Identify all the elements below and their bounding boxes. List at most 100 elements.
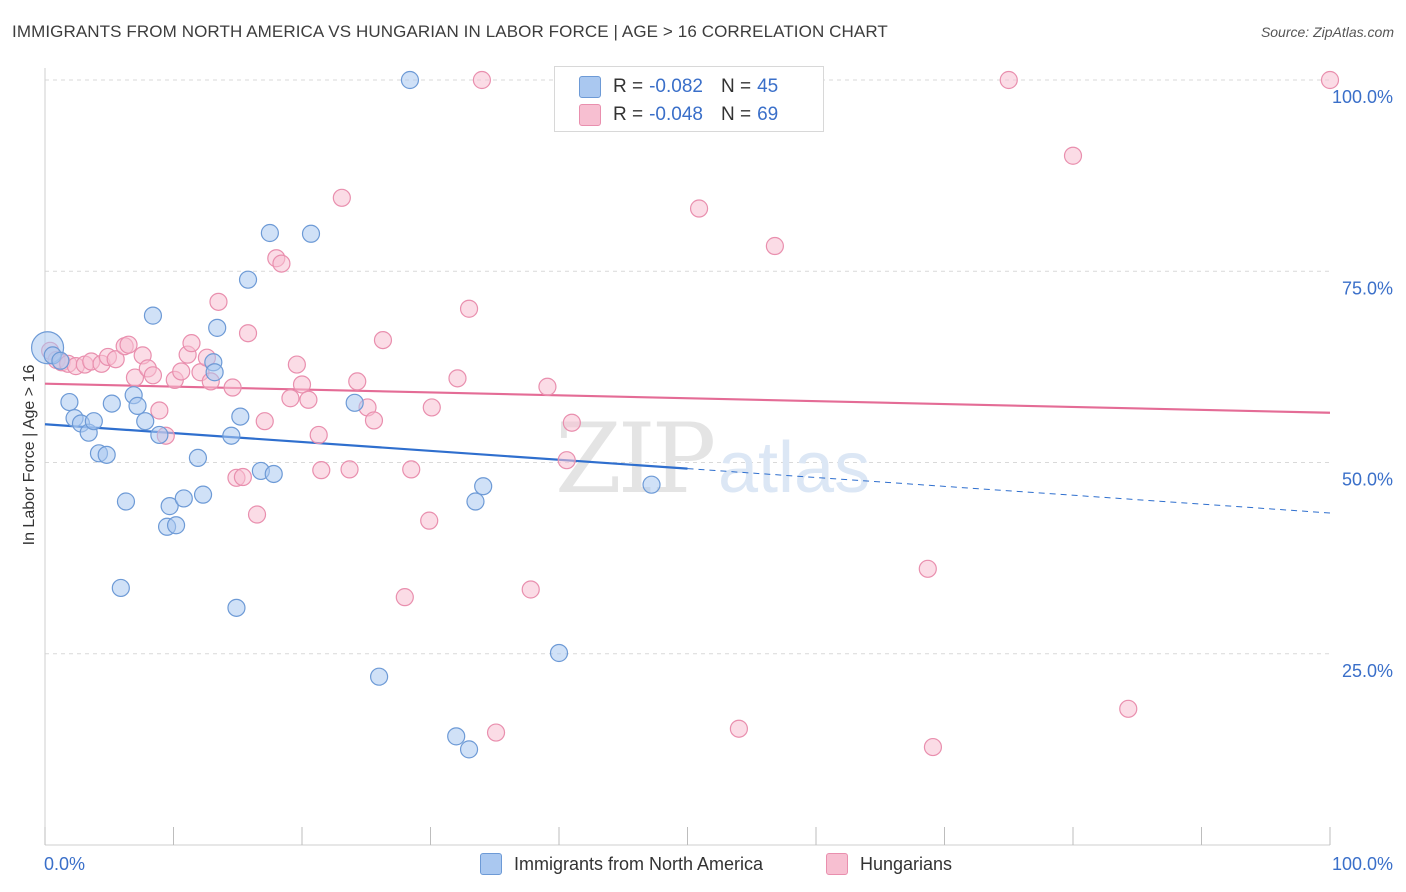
point-hungarians (420, 511, 439, 530)
point-hungarians (299, 390, 318, 409)
point-immigrants (166, 516, 186, 535)
axes (44, 68, 1331, 846)
x-tick-label-max: 100.0% (1332, 854, 1393, 874)
source-label: Source: ZipAtlas.com (1260, 24, 1394, 40)
point-hungarians (395, 588, 414, 607)
legend-item-series2[interactable]: Hungarians (826, 850, 952, 878)
point-hungarians (422, 398, 441, 417)
point-immigrants (160, 497, 179, 516)
point-hungarians (209, 292, 228, 311)
y-tick-label: 50.0% (1342, 470, 1393, 490)
grid-lines (45, 79, 1330, 655)
point-hungarians (238, 324, 258, 343)
point-hungarians (486, 723, 506, 742)
point-immigrants (260, 223, 279, 243)
point-immigrants (128, 396, 147, 415)
r-label: R = (613, 104, 644, 125)
legend-swatch-pink (826, 853, 848, 875)
point-hungarians (150, 401, 169, 420)
stats-row-series1: R = -0.082 N = 45 (579, 73, 778, 101)
y-tick-label: 25.0% (1342, 661, 1393, 681)
point-hungarians (1063, 146, 1083, 165)
x-tick-labels: 0.0% 100.0% (44, 854, 1393, 874)
point-hungarians (918, 559, 937, 578)
point-hungarians (143, 366, 163, 385)
point-immigrants (549, 643, 569, 663)
point-hungarians (119, 335, 138, 354)
chart-title: IMMIGRANTS FROM NORTH AMERICA VS HUNGARI… (12, 22, 888, 41)
point-hungarians (332, 188, 351, 207)
x-tick-label-min: 0.0% (44, 854, 85, 874)
point-immigrants (474, 477, 493, 496)
point-immigrants (116, 492, 136, 511)
stats-box: R = -0.082 N = 45 R = -0.048 N = 69 (554, 66, 824, 132)
point-hungarians (292, 375, 312, 394)
point-immigrants (400, 70, 420, 90)
r-value: -0.048 (649, 104, 703, 125)
point-immigrants (84, 412, 103, 431)
point-hungarians (106, 350, 125, 369)
point-hungarians (402, 460, 421, 479)
point-hungarians (272, 254, 291, 273)
point-hungarians (255, 412, 274, 431)
point-immigrants (136, 412, 155, 431)
point-hungarians (1320, 70, 1340, 90)
point-hungarians (562, 413, 581, 432)
point-immigrants (227, 598, 246, 617)
n-value: 69 (757, 104, 779, 125)
stats-row-series2: R = -0.048 N = 69 (579, 101, 778, 129)
point-immigrants (111, 578, 130, 598)
r-value: -0.082 (649, 76, 703, 97)
r-label: R = (613, 76, 644, 97)
legend-label-series2: Hungarians (860, 853, 953, 874)
point-immigrants (301, 224, 321, 243)
point-immigrants (370, 667, 389, 686)
point-immigrants (208, 318, 227, 337)
point-immigrants (97, 445, 116, 464)
point-hungarians (233, 467, 252, 487)
point-hungarians (182, 334, 201, 353)
point-immigrants (60, 392, 79, 412)
point-hungarians (312, 461, 331, 480)
series2-swatch (579, 104, 601, 126)
point-hungarians (247, 505, 267, 524)
point-immigrants (143, 306, 163, 325)
trend-line-immigrants-extrapolated (687, 468, 1331, 514)
legend-item-series1[interactable]: Immigrants from North America (480, 850, 763, 878)
point-immigrants (102, 394, 121, 413)
point-hungarians (364, 411, 384, 430)
point-hungarians (172, 362, 191, 381)
series1-swatch (579, 76, 601, 98)
legend-label-series1: Immigrants from North America (514, 853, 764, 874)
y-tick-labels: 25.0% 50.0% 75.0% 100.0% (1332, 87, 1393, 681)
point-hungarians (340, 460, 359, 479)
point-immigrants (459, 740, 479, 759)
point-hungarians (689, 199, 709, 218)
watermark-zip: ZIP (555, 403, 714, 515)
point-hungarians (521, 580, 540, 599)
y-tick-label: 75.0% (1342, 278, 1393, 298)
point-immigrants (150, 425, 169, 445)
point-immigrants (264, 464, 283, 484)
point-immigrants (51, 351, 70, 370)
point-hungarians (999, 70, 1018, 90)
n-label: N = (720, 76, 752, 97)
point-hungarians (373, 331, 393, 350)
point-hungarians (1119, 699, 1138, 718)
point-hungarians (459, 299, 479, 318)
point-hungarians (765, 236, 784, 256)
point-hungarians (287, 355, 306, 374)
point-hungarians (309, 425, 328, 445)
point-hungarians (729, 719, 749, 738)
watermark-atlas: atlas (718, 428, 870, 508)
point-immigrants (193, 485, 213, 504)
point-immigrants (238, 270, 258, 289)
point-hungarians (448, 369, 467, 388)
point-immigrants (345, 393, 364, 412)
point-immigrants (174, 489, 193, 508)
point-hungarians (348, 372, 367, 391)
point-hungarians (472, 70, 491, 90)
point-immigrants (205, 363, 224, 382)
n-label: N = (720, 104, 752, 125)
